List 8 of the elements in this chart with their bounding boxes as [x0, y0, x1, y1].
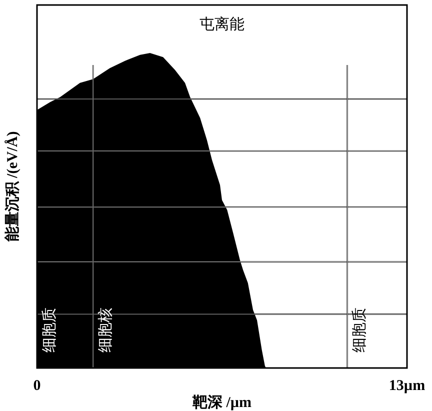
annotation: 细胞质	[352, 308, 368, 352]
chart-title: 屯离能	[200, 16, 244, 33]
y-axis-title: 能量沉积 /(eV/Å)	[4, 131, 21, 242]
x-tick-label: 13µm	[388, 378, 426, 394]
x-axis-title: 靶深 /µm	[191, 394, 252, 411]
x-tick-label: 0	[33, 378, 41, 394]
annotation: 细胞质	[42, 308, 58, 352]
annotation: 细胞核	[98, 308, 114, 352]
